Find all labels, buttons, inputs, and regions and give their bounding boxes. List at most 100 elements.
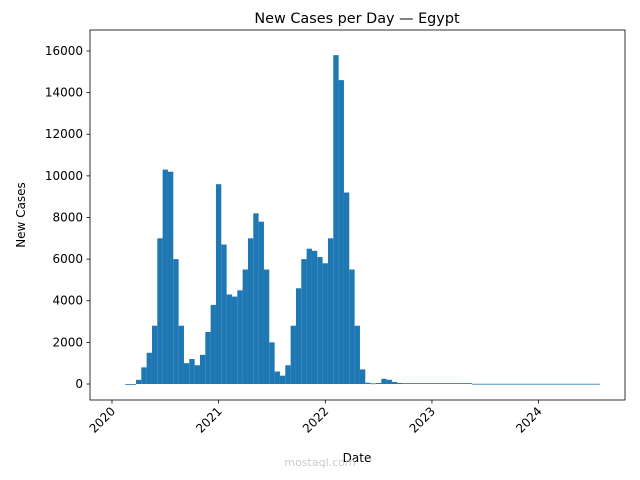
bar bbox=[530, 383, 536, 385]
bar bbox=[594, 383, 600, 385]
bar bbox=[370, 383, 376, 385]
bar bbox=[439, 383, 446, 384]
bar bbox=[498, 383, 504, 385]
plot-frame bbox=[89, 29, 626, 401]
bar bbox=[199, 354, 206, 384]
bar bbox=[157, 238, 163, 384]
bar bbox=[306, 248, 312, 384]
bar bbox=[477, 383, 483, 385]
bar bbox=[194, 365, 200, 384]
bar bbox=[375, 382, 382, 384]
bar bbox=[509, 383, 515, 385]
bar bbox=[397, 382, 403, 384]
bar bbox=[589, 383, 595, 385]
x-tick-label: 2022 bbox=[300, 404, 331, 435]
bar bbox=[215, 184, 222, 384]
x-tick-label: 2021 bbox=[193, 404, 224, 435]
watermark: mostaql.com bbox=[284, 456, 355, 469]
bar bbox=[343, 192, 350, 384]
bar bbox=[423, 383, 430, 384]
bar bbox=[130, 383, 136, 385]
y-tick-label: 0 bbox=[75, 377, 83, 391]
bar bbox=[402, 383, 408, 384]
y-tick-label: 16000 bbox=[45, 44, 83, 58]
bar bbox=[162, 169, 168, 384]
bar bbox=[317, 257, 323, 384]
bar bbox=[359, 369, 366, 384]
bar bbox=[407, 383, 414, 384]
bar bbox=[237, 290, 243, 384]
bar bbox=[258, 221, 264, 384]
bar bbox=[338, 80, 344, 384]
bar bbox=[311, 250, 318, 384]
bar bbox=[247, 238, 254, 384]
bar bbox=[381, 378, 387, 384]
bar bbox=[274, 371, 280, 384]
bar bbox=[461, 383, 467, 384]
bar bbox=[231, 296, 238, 384]
bar bbox=[173, 259, 179, 384]
bar bbox=[519, 383, 526, 385]
y-tick-label: 2000 bbox=[52, 335, 83, 349]
x-tick-label: 2020 bbox=[87, 404, 118, 435]
bar bbox=[445, 383, 451, 384]
bar bbox=[562, 383, 568, 385]
bar bbox=[333, 55, 339, 384]
bar bbox=[167, 171, 174, 384]
bar bbox=[327, 238, 334, 384]
bar bbox=[141, 367, 147, 384]
y-axis-label: New Cases bbox=[14, 182, 28, 248]
bar bbox=[450, 383, 456, 384]
bar bbox=[285, 365, 291, 384]
bar bbox=[541, 383, 547, 385]
y-tick-label: 12000 bbox=[45, 127, 83, 141]
bar bbox=[242, 269, 248, 384]
bar bbox=[487, 383, 494, 385]
bar bbox=[221, 244, 227, 384]
bar bbox=[455, 383, 462, 384]
bar bbox=[573, 383, 579, 385]
bar bbox=[189, 359, 195, 384]
x-axis-label: Date bbox=[343, 451, 372, 465]
bar bbox=[482, 383, 488, 385]
bar bbox=[535, 383, 542, 385]
bar bbox=[583, 383, 590, 385]
bar bbox=[125, 383, 131, 385]
x-tick-label: 2024 bbox=[513, 404, 544, 435]
bar bbox=[290, 325, 296, 384]
bar bbox=[263, 269, 270, 384]
bar bbox=[183, 363, 190, 384]
bar bbox=[471, 383, 478, 385]
bar bbox=[391, 381, 398, 384]
bar bbox=[205, 331, 211, 384]
bar bbox=[514, 383, 520, 385]
bar bbox=[210, 304, 216, 384]
bar bbox=[178, 325, 184, 384]
bar bbox=[365, 382, 371, 384]
bar bbox=[557, 383, 563, 385]
bar bbox=[279, 375, 286, 384]
bar bbox=[269, 342, 275, 384]
bar bbox=[434, 383, 440, 384]
bar bbox=[551, 383, 558, 385]
bar bbox=[135, 379, 142, 384]
bar bbox=[503, 383, 510, 385]
bar bbox=[546, 383, 552, 385]
y-tick-label: 14000 bbox=[45, 86, 83, 100]
y-tick-label: 4000 bbox=[52, 294, 83, 308]
bar bbox=[253, 213, 259, 384]
bar bbox=[386, 379, 392, 384]
bar bbox=[418, 383, 424, 384]
x-tick-label: 2023 bbox=[407, 404, 438, 435]
y-tick-label: 10000 bbox=[45, 169, 83, 183]
bar bbox=[429, 383, 435, 384]
bar bbox=[322, 263, 328, 384]
bar bbox=[493, 383, 499, 385]
bar bbox=[413, 383, 419, 384]
chart-title: New Cases per Day — Egypt bbox=[254, 11, 460, 27]
y-tick-label: 8000 bbox=[52, 210, 83, 224]
y-tick-label: 6000 bbox=[52, 252, 83, 266]
bar bbox=[349, 269, 355, 384]
bar bbox=[578, 383, 584, 385]
